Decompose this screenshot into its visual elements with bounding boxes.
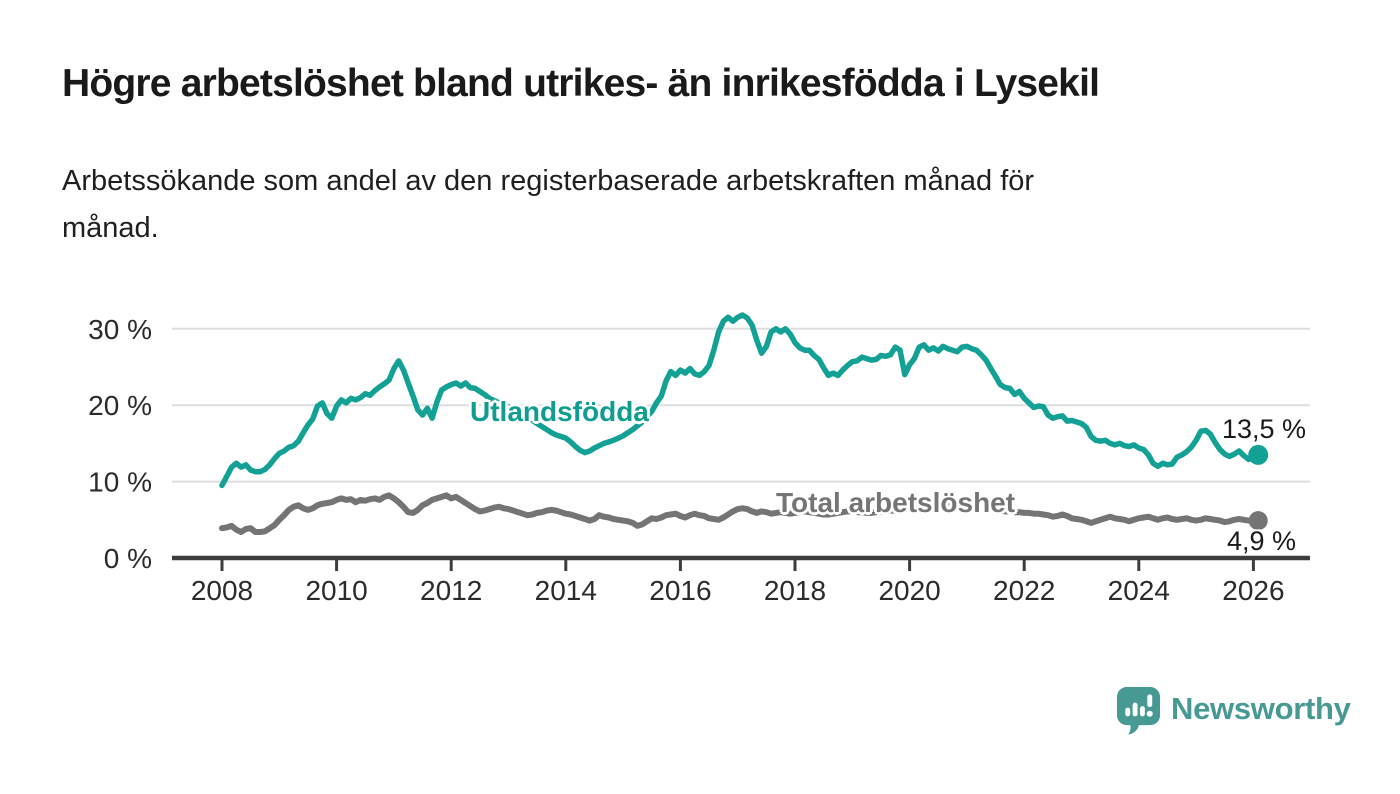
- x-tick-label: 2010: [305, 575, 367, 606]
- y-tick-label: 20 %: [88, 390, 152, 421]
- x-tick-label: 2018: [764, 575, 826, 606]
- series-label-total-arbetsloshet: Total arbetslöshet: [776, 487, 1016, 518]
- series-end-dot-utlandsfodda: [1248, 444, 1269, 465]
- x-tick-label: 2014: [535, 575, 597, 606]
- brand-name: Newsworthy: [1171, 691, 1351, 726]
- x-tick-label: 2024: [1108, 575, 1170, 606]
- x-tick-label: 2020: [878, 575, 940, 606]
- x-tick-label: 2022: [993, 575, 1055, 606]
- end-value-label-total: 4,9 %: [1227, 526, 1297, 556]
- subtitle-line-2: månad.: [62, 212, 159, 244]
- series-line-utlandsfodda: [219, 312, 1261, 489]
- y-tick-label: 30 %: [88, 314, 152, 345]
- x-tick-label: 2026: [1222, 575, 1284, 606]
- x-tick-label: 2012: [420, 575, 482, 606]
- series-end-dot-total: [1248, 511, 1268, 531]
- series-label-utlandsfodda: Utlandsfödda: [470, 396, 649, 427]
- x-tick-label: 2008: [191, 575, 253, 606]
- y-tick-label: 10 %: [88, 467, 152, 498]
- x-tick-label: 2016: [649, 575, 711, 606]
- chart-subtitle: Arbetssökande som andel av den registerb…: [62, 158, 1312, 252]
- newsworthy-logo: Newsworthy: [1116, 686, 1351, 735]
- series-line-total: [219, 492, 1262, 535]
- subtitle-line-1: Arbetssökande som andel av den registerb…: [62, 165, 1035, 197]
- page-title: Högre arbetslöshet bland utrikes- än inr…: [62, 62, 1100, 105]
- y-tick-label: 0 %: [104, 543, 152, 574]
- speech-bubble-bar-chart-icon: [1116, 687, 1161, 735]
- end-value-label-utlandsfodda: 13,5 %: [1222, 414, 1307, 444]
